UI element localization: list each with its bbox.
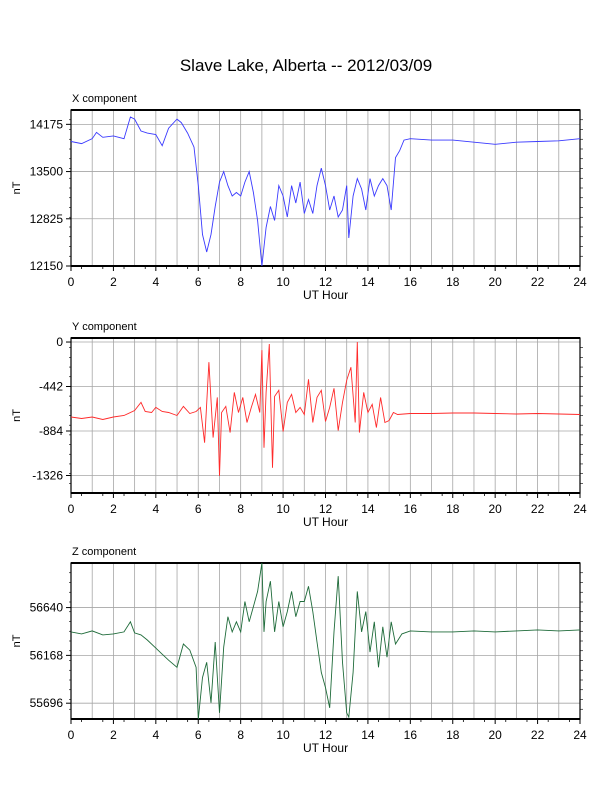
panel-2-xtick-label-0: 0 <box>68 502 75 516</box>
panel-1-ylabel: nT <box>11 181 23 194</box>
panel-1-xtick-label-12: 12 <box>319 275 333 289</box>
panel-2-xtick-label-18: 18 <box>446 502 460 516</box>
panel-2-ytick-label-1326: -1326 <box>32 468 63 482</box>
panel-2-xtick-label-22: 22 <box>531 502 545 516</box>
panel-1-ytick-label-12825: 12825 <box>30 212 64 226</box>
panel-3-xtick-label-8: 8 <box>237 728 244 742</box>
panel-2-xlabel: UT Hour <box>303 515 348 529</box>
panel-2-series-line <box>71 341 580 476</box>
panel-1-xtick-label-24: 24 <box>573 275 587 289</box>
panel-2-title: Y component <box>72 321 137 333</box>
panel-3-xtick-label-14: 14 <box>361 728 375 742</box>
panel-3-title: Z component <box>72 546 136 558</box>
panel-1-ytick-label-12150: 12150 <box>30 259 64 273</box>
panel-1-xtick-label-14: 14 <box>361 275 375 289</box>
panel-1-xtick-label-22: 22 <box>531 275 545 289</box>
panel-3-xtick-label-18: 18 <box>446 728 460 742</box>
panel-2-xtick-label-14: 14 <box>361 502 375 516</box>
panel-2-ytick-label-442: -442 <box>39 380 63 394</box>
panel-1-xtick-label-6: 6 <box>195 275 202 289</box>
panel-2-ytick-label-884: -884 <box>39 424 63 438</box>
panel-3-xtick-label-10: 10 <box>276 728 290 742</box>
panel-1-ytick-label-13500: 13500 <box>30 165 64 179</box>
panel-2-xtick-label-8: 8 <box>237 502 244 516</box>
panel-2-xtick-label-16: 16 <box>404 502 418 516</box>
panel-2-xtick-label-6: 6 <box>195 502 202 516</box>
panel-1-title: X component <box>72 93 137 105</box>
panel-3-ytick-label-56640: 56640 <box>30 601 64 615</box>
panel-1-series-line <box>71 116 580 266</box>
panel-3-xtick-label-4: 4 <box>152 728 159 742</box>
panel-3-xlabel: UT Hour <box>303 741 348 755</box>
panel-2-ytick-label-0: 0 <box>56 335 63 349</box>
panel-2-xtick-label-2: 2 <box>110 502 117 516</box>
panel-3-xtick-label-22: 22 <box>531 728 545 742</box>
panel-3-xtick-label-0: 0 <box>68 728 75 742</box>
panel-3-xtick-label-16: 16 <box>404 728 418 742</box>
page-title: Slave Lake, Alberta -- 2012/03/09 <box>179 56 433 75</box>
panel-3-xtick-label-24: 24 <box>573 728 587 742</box>
panel-2-xtick-label-20: 20 <box>488 502 502 516</box>
panel-3-ylabel: nT <box>11 634 23 647</box>
panel-3-xtick-label-2: 2 <box>110 728 117 742</box>
panel-3-ytick-label-55696: 55696 <box>30 696 64 710</box>
panel-1-xtick-label-8: 8 <box>237 275 244 289</box>
panel-3-xtick-label-12: 12 <box>319 728 333 742</box>
panel-1-xtick-label-16: 16 <box>404 275 418 289</box>
panel-2-xtick-label-10: 10 <box>276 502 290 516</box>
panel-3-series-line <box>71 563 580 719</box>
panel-2-xtick-label-12: 12 <box>319 502 333 516</box>
panel-1-ytick-label-14175: 14175 <box>30 117 64 131</box>
panel-2-ylabel: nT <box>11 409 23 422</box>
panel-1-xtick-label-18: 18 <box>446 275 460 289</box>
panel-1-xlabel: UT Hour <box>303 288 348 302</box>
panel-1-xtick-label-2: 2 <box>110 275 117 289</box>
panel-1-xtick-label-0: 0 <box>68 275 75 289</box>
panel-1-xtick-label-4: 4 <box>152 275 159 289</box>
panel-3-xtick-label-6: 6 <box>195 728 202 742</box>
panel-1-xtick-label-20: 20 <box>488 275 502 289</box>
panel-3-xtick-label-20: 20 <box>488 728 502 742</box>
panel-2-xtick-label-4: 4 <box>152 502 159 516</box>
panel-3-ytick-label-56168: 56168 <box>30 648 64 662</box>
panel-2-xtick-label-24: 24 <box>573 502 587 516</box>
panel-1-xtick-label-10: 10 <box>276 275 290 289</box>
